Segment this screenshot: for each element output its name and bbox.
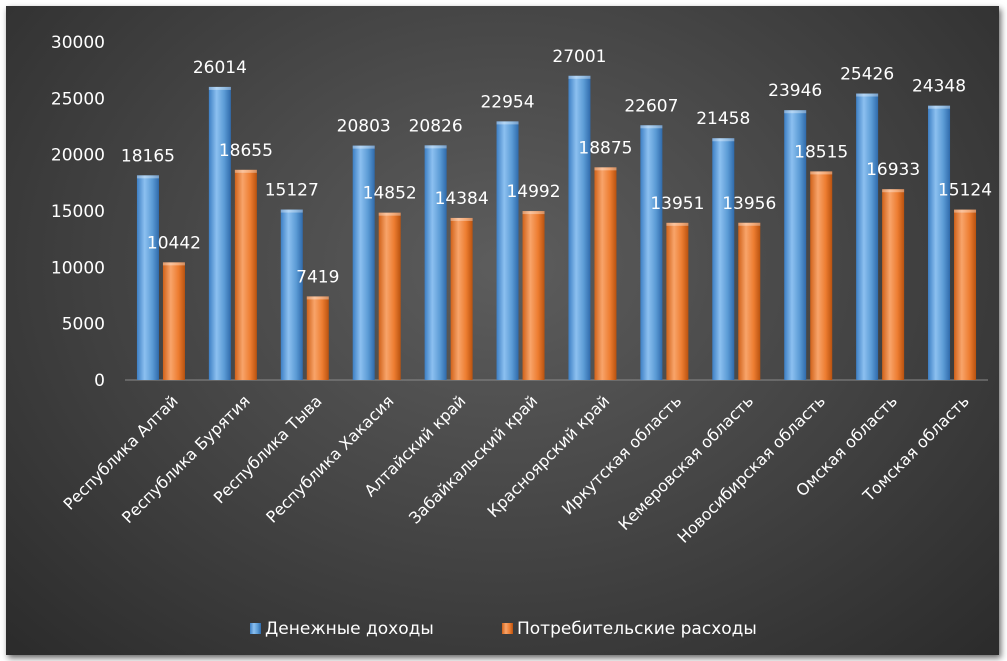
data-label-income: 20803	[337, 117, 391, 137]
bar-income	[208, 86, 231, 380]
data-label-income: 20826	[409, 116, 463, 136]
bar-income	[856, 93, 879, 381]
bar-expenses	[378, 212, 401, 380]
bar-top-highlight	[496, 121, 519, 125]
bar-income	[352, 145, 375, 380]
y-tick-label: 15000	[51, 202, 105, 222]
bar-expenses	[882, 189, 905, 380]
legend-swatch-income	[250, 623, 261, 634]
x-category-label: Республика Хакасия	[262, 391, 397, 526]
data-label-income: 24348	[912, 77, 966, 97]
bar-top-highlight	[136, 175, 159, 179]
y-tick-label: 5000	[62, 315, 105, 335]
bar-top-highlight	[162, 262, 185, 266]
y-tick-label: 10000	[51, 258, 105, 278]
x-category-label: Иркутская область	[558, 391, 685, 518]
bar-income	[496, 121, 519, 380]
bar-top-highlight	[306, 296, 329, 300]
data-labels: 18165 10442 26014 18655 15127 7419 20803 14852 2…	[121, 47, 992, 288]
x-category-label: Республика Алтай	[59, 391, 181, 513]
data-label-income: 25426	[840, 65, 894, 85]
bar-top-highlight	[882, 189, 905, 193]
bar-top-highlight	[568, 75, 591, 79]
data-label-expenses: 14852	[363, 184, 417, 204]
bar-top-highlight	[712, 138, 735, 142]
bar-top-highlight	[594, 167, 617, 171]
bar-expenses	[810, 171, 833, 380]
data-label-expenses: 10442	[147, 233, 201, 253]
legend: Денежные доходы Потребительские расходы	[250, 619, 757, 639]
bar-expenses	[666, 222, 689, 380]
bar-top-highlight	[378, 212, 401, 216]
legend-label-expenses: Потребительские расходы	[517, 619, 757, 639]
x-category-label: Новосибирская область	[674, 391, 829, 546]
bar-top-highlight	[640, 125, 663, 129]
bar-top-highlight	[424, 145, 447, 149]
bar-income	[280, 209, 303, 380]
bar-expenses	[738, 222, 761, 380]
bar-expenses	[522, 211, 545, 380]
bar-top-highlight	[810, 171, 833, 175]
bar-top-highlight	[450, 217, 473, 221]
bar-income	[712, 138, 735, 380]
bar-income	[928, 105, 951, 380]
bar-top-highlight	[208, 86, 231, 90]
data-label-income: 22954	[480, 92, 534, 112]
data-label-expenses: 18655	[219, 141, 273, 161]
data-label-expenses: 13951	[650, 194, 704, 214]
bar-top-highlight	[666, 222, 689, 226]
legend-swatch-expenses	[502, 623, 513, 634]
y-tick-label: 20000	[51, 146, 105, 166]
bar-top-highlight	[352, 145, 375, 149]
data-label-income: 26014	[193, 58, 247, 78]
bar-income	[784, 110, 807, 380]
x-category-label: Кемеровская область	[614, 391, 757, 534]
y-tick-label: 0	[94, 371, 105, 391]
bar-expenses	[306, 296, 329, 380]
x-category-label: Республика Бурятия	[118, 391, 254, 527]
bar-expenses	[162, 262, 185, 380]
data-label-income: 23946	[768, 81, 822, 101]
bar-income	[640, 125, 663, 380]
bar-top-highlight	[856, 93, 879, 97]
data-label-expenses: 14992	[506, 182, 560, 202]
bar-top-highlight	[784, 110, 807, 114]
bar-top-highlight	[738, 222, 761, 226]
data-label-income: 22607	[624, 96, 678, 116]
data-label-expenses: 14384	[435, 189, 489, 209]
data-label-income: 21458	[696, 109, 750, 129]
bars	[136, 75, 977, 381]
x-category-label: Забайкальский край	[405, 391, 541, 527]
bar-top-highlight	[234, 169, 257, 173]
bar-expenses	[234, 169, 257, 380]
bar-top-highlight	[928, 105, 951, 109]
legend-label-income: Денежные доходы	[265, 619, 434, 639]
data-label-expenses: 13956	[722, 194, 776, 214]
bar-top-highlight	[280, 209, 303, 213]
data-label-income: 27001	[552, 47, 606, 67]
data-label-expenses: 18515	[794, 142, 848, 162]
bar-expenses	[594, 167, 617, 380]
bar-top-highlight	[954, 209, 977, 213]
x-category-label: Красноярский край	[484, 391, 614, 521]
y-tick-label: 30000	[51, 33, 105, 53]
data-label-income: 18165	[121, 146, 175, 166]
bar-income	[568, 75, 591, 381]
bar-expenses	[450, 217, 473, 380]
data-label-expenses: 16933	[866, 160, 920, 180]
bar-income	[424, 145, 447, 380]
bar-expenses	[954, 209, 977, 380]
y-tick-label: 25000	[51, 89, 105, 109]
data-label-income: 15127	[265, 181, 319, 201]
data-label-expenses: 15124	[938, 181, 992, 201]
bar-top-highlight	[522, 211, 545, 215]
y-axis: 0 5000 10000 15000 20000 25000 30000	[51, 33, 105, 391]
data-label-expenses: 7419	[296, 267, 339, 287]
bar-income	[136, 175, 159, 380]
data-label-expenses: 18875	[578, 138, 632, 158]
